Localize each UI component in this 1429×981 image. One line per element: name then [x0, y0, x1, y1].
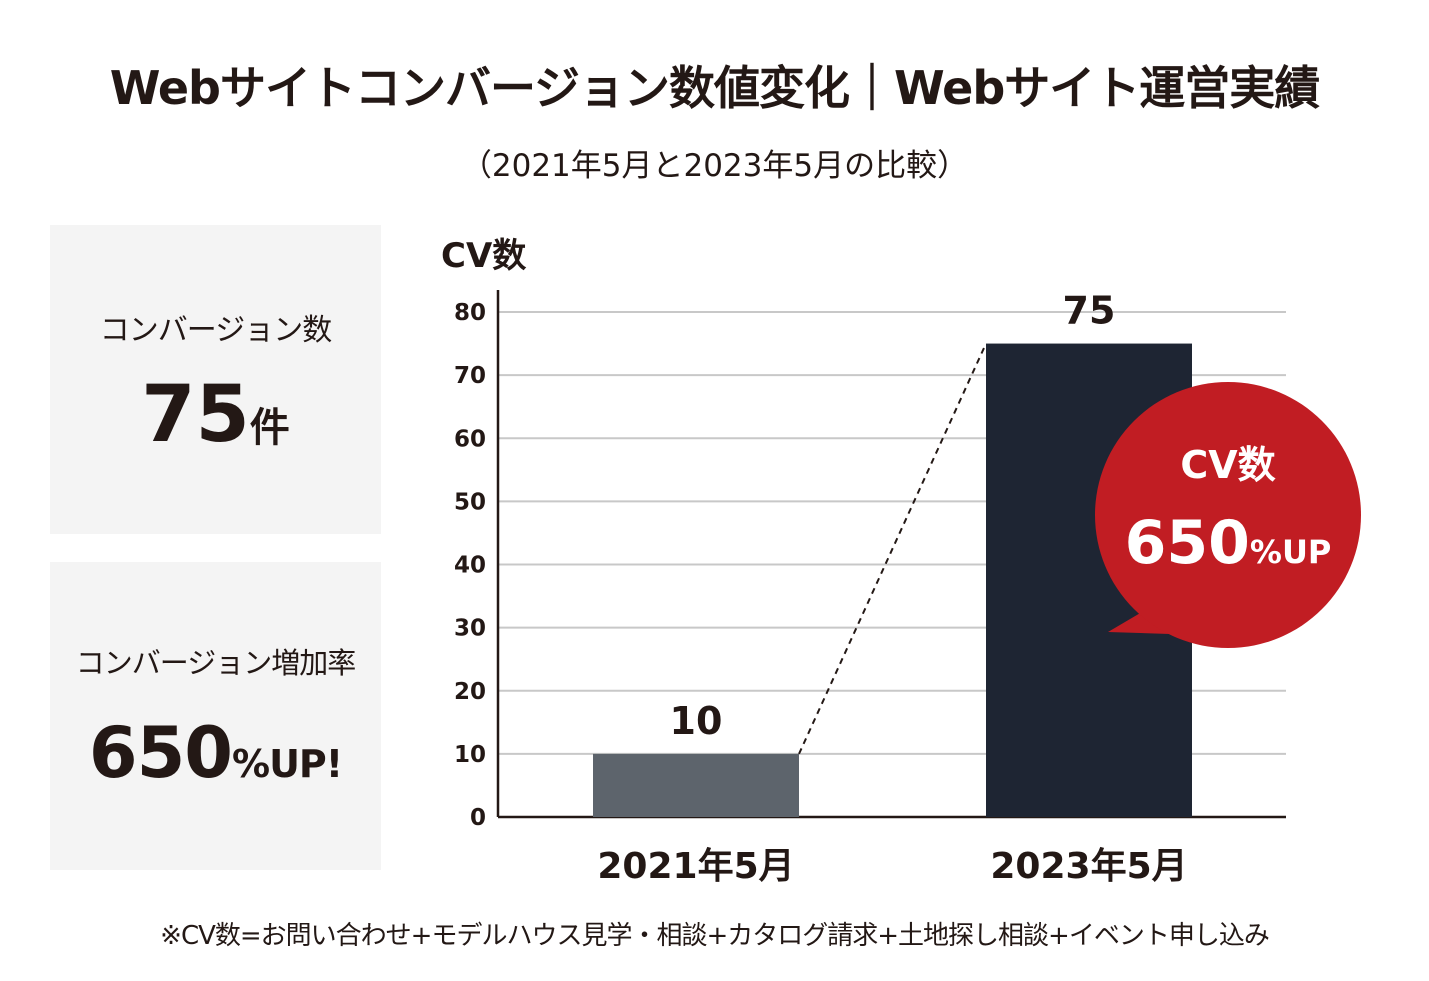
callout-value: 650%UP: [1125, 508, 1332, 578]
conversion-growth-unit: %UP!: [232, 742, 343, 786]
callout-title: CV数: [1180, 443, 1275, 487]
callout-value-number: 650: [1125, 508, 1250, 578]
y-tick-label-10: 10: [454, 742, 486, 768]
conversion-count-label: コンバージョン数: [99, 313, 332, 348]
x-tick-label-2023年5月: 2023年5月: [990, 846, 1187, 887]
conversion-growth-card: コンバージョン増加率 650%UP!: [50, 562, 381, 870]
conversion-count-unit: 件: [249, 405, 290, 451]
y-tick-label-20: 20: [454, 679, 486, 705]
y-tick-label-70: 70: [454, 363, 486, 389]
y-tick-label-60: 60: [454, 426, 486, 452]
conversion-growth-value: 650%UP!: [50, 712, 381, 794]
trend-connector-line: [798, 343, 987, 755]
y-tick-label-0: 0: [470, 805, 486, 831]
footnote: ※CV数=お問い合わせ+モデルハウス見学・相談+カタログ請求+土地探し相談+イベ…: [160, 921, 1270, 951]
callout-bubble-tail: [1108, 612, 1170, 634]
data-label-2023年5月: 75: [1063, 289, 1116, 333]
page-subtitle: （2021年5月と2023年5月の比較）: [460, 148, 969, 184]
bar-2021年5月: [593, 753, 799, 817]
conversion-growth-number: 650: [88, 712, 233, 794]
callout-bubble: [1095, 382, 1361, 648]
conversion-growth-label: コンバージョン増加率: [75, 646, 356, 680]
page-title: Webサイトコンバージョン数値変化｜Webサイト運営実績: [109, 61, 1321, 115]
data-label-2021年5月: 10: [670, 699, 723, 743]
conversion-count-card: コンバージョン数 75件: [50, 225, 381, 534]
callout-value-unit: %UP: [1250, 533, 1332, 571]
y-tick-label-80: 80: [454, 300, 486, 326]
y-tick-label-40: 40: [454, 553, 486, 579]
chart-y-axis-title: CV数: [441, 236, 527, 276]
y-tick-label-30: 30: [454, 616, 486, 642]
conversion-count-number: 75: [141, 370, 250, 460]
conversion-count-value: 75件: [50, 370, 381, 460]
x-tick-label-2021年5月: 2021年5月: [597, 846, 794, 887]
y-tick-label-50: 50: [454, 489, 486, 515]
